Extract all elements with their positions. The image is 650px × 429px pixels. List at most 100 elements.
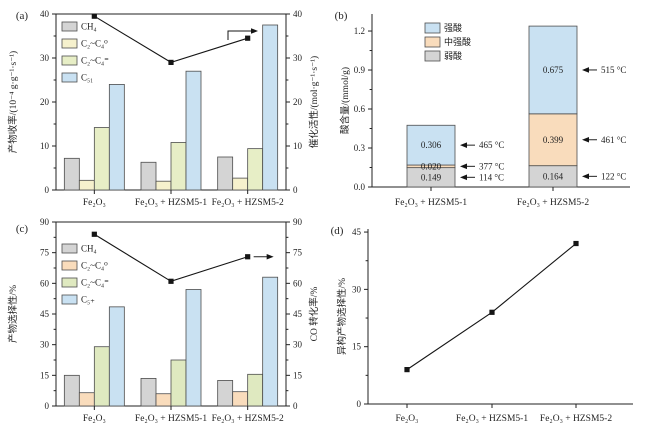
panel-c-bar-s2-c1	[170, 359, 187, 407]
segment-value-label: 0.399	[543, 135, 564, 145]
y-tick-label: 0.9	[354, 65, 366, 75]
y-tick-label: 0	[45, 401, 50, 411]
panel-letter-d: (d)	[331, 225, 344, 237]
temperature-annotation: 122 °C	[601, 171, 626, 181]
temperature-annotation: 515 °C	[601, 65, 626, 75]
legend-label-3: C₅₊	[81, 295, 95, 305]
y-tick-label-right: 40	[293, 9, 303, 19]
arrowhead-icon	[582, 173, 589, 180]
panel-a-bar-s3-c0	[108, 84, 125, 191]
y-tick-label: 30	[352, 284, 362, 294]
legend-label-1: 中强酸	[444, 36, 471, 47]
y-tick-label: 15	[352, 342, 362, 352]
panel-c-bar-s2-c0	[93, 346, 110, 407]
legend-swatch-3	[61, 294, 78, 305]
x-category-label: Fe₂O₃	[83, 198, 106, 208]
y-tick-label: 60	[40, 278, 50, 288]
y-tick-label: 10	[40, 141, 50, 151]
panel-a-bar-s0-c0	[63, 157, 80, 191]
y-tick-label-right: 15	[293, 370, 303, 380]
y-axis-title-c: 产物选择性/%	[7, 285, 19, 343]
line-series	[94, 15, 248, 63]
line-marker-1	[489, 309, 495, 315]
x-category-label: Fe₂O₃	[396, 414, 419, 424]
y-tick-label-right: 20	[293, 97, 303, 107]
panel-c-bar-s3-c2	[262, 276, 279, 407]
y-tick-label: 45	[352, 227, 362, 237]
arrowhead-icon	[460, 174, 467, 181]
x-category-label: Fe₂O₃ + HZSM5-1	[395, 198, 467, 208]
legend-label-0: CH₄	[81, 244, 97, 254]
line-marker-1	[168, 278, 174, 284]
panel-c-chart: 0 0 15 15 30 30 45 45 60 60 75 75 90 90 Fe₂O₃ Fe₂O₃ + H…	[7, 217, 320, 424]
panel-d-chart: 0 15 30 45 Fe₂O₃ Fe₂O₃ + HZSM5-1 Fe₂O₃ + HZSM5…	[331, 225, 633, 424]
y-tick-label: 30	[40, 53, 50, 63]
y-tick-label: 0.6	[354, 104, 366, 114]
y-tick-label-right: 90	[293, 217, 303, 227]
x-category-label: Fe₂O₃ + HZSM5-1	[135, 198, 207, 208]
line-series	[94, 233, 248, 282]
panel-b-stack-s1-c1	[528, 113, 578, 167]
panel-a-bar-s1-c0	[78, 179, 95, 191]
panel-c-bar-s0-c1	[140, 377, 157, 407]
x-category-label: Fe₂O₃ + HZSM5-2	[517, 198, 589, 208]
y-tick-label: 0.3	[354, 143, 366, 153]
panel-c-bar-s3-c1	[185, 289, 202, 407]
panel-c-bar-s1-c2	[232, 391, 249, 407]
legend-swatch-1	[61, 260, 78, 271]
arrowhead-icon	[266, 253, 274, 260]
arrowhead-icon	[460, 142, 467, 148]
y-axis-title-d: 异构产物选择性/%	[336, 278, 348, 355]
y-tick-label: 75	[40, 248, 50, 258]
y-tick-label: 45	[40, 309, 50, 319]
legend-swatch-1	[61, 38, 78, 49]
line-marker-0	[404, 367, 410, 373]
arrowhead-icon	[460, 163, 467, 170]
y-tick-label-right: 45	[293, 309, 303, 319]
y-tick-label: 0	[357, 399, 362, 409]
y-tick-label-right: 60	[293, 278, 303, 288]
line-marker-2	[573, 240, 579, 247]
temperature-annotation: 461 °C	[601, 135, 626, 145]
x-category-label: Fe₂O₃ + HZSM5-2	[212, 414, 284, 424]
arrowhead-icon	[582, 136, 589, 143]
legend-swatch-3	[61, 72, 78, 83]
x-category-label: Fe₂O₃	[83, 414, 106, 424]
panel-letter-b: (b)	[335, 10, 348, 22]
x-category-label: Fe₂O₃ + HZSM5-2	[212, 198, 284, 208]
panel-a-bar-s2-c0	[93, 127, 110, 191]
segment-value-label: 0.149	[421, 172, 442, 182]
legend-swatch-1	[424, 36, 441, 48]
y-axis-title-right-c: CO 转化率/%	[308, 287, 320, 342]
segment-value-label: 0.306	[421, 140, 442, 150]
y-tick-label-right: 0	[293, 185, 298, 195]
legend-label-2: C₂~C₄⁼	[81, 56, 109, 66]
panel-a-bar-s1-c1	[155, 180, 172, 191]
panel-a-bar-s2-c2	[247, 148, 264, 191]
x-category-label: Fe₂O₃ + HZSM5-1	[135, 414, 207, 424]
panel-a-bar-s0-c1	[140, 161, 157, 191]
panel-a-chart: 0 0 10 10 20 20 30 30 40 40 Fe₂O₃ Fe₂O₃ + HZSM5-1 Fe…	[7, 9, 320, 208]
panel-letter-a: (a)	[16, 10, 29, 22]
right-axis-indicator	[227, 30, 252, 40]
panel-a-bar-s3-c1	[185, 70, 202, 191]
legend-swatch-2	[61, 55, 78, 66]
legend-label-1: C₂~C₄⁰	[81, 39, 108, 49]
y-axis-title-b: 酸含量/(mmol/g)	[339, 67, 351, 134]
segment-value-label: 0.675	[543, 65, 564, 75]
x-category-label: Fe₂O₃ + HZSM5-1	[456, 414, 528, 424]
legend-swatch-0	[61, 243, 78, 254]
legend-label-2: 弱酸	[444, 51, 462, 61]
y-tick-label-right: 75	[293, 248, 303, 258]
temperature-annotation: 377 °C	[479, 161, 504, 171]
y-tick-label: 0.0	[354, 182, 366, 192]
y-tick-label: 20	[40, 97, 50, 107]
line-marker-0	[91, 231, 97, 237]
legend-label-0: CH₄	[81, 22, 97, 32]
panel-c-bar-s0-c0	[63, 374, 80, 407]
panel-c-bar-s2-c2	[247, 373, 264, 407]
y-tick-label-right: 30	[293, 340, 303, 350]
y-tick-label-right: 10	[293, 141, 303, 151]
